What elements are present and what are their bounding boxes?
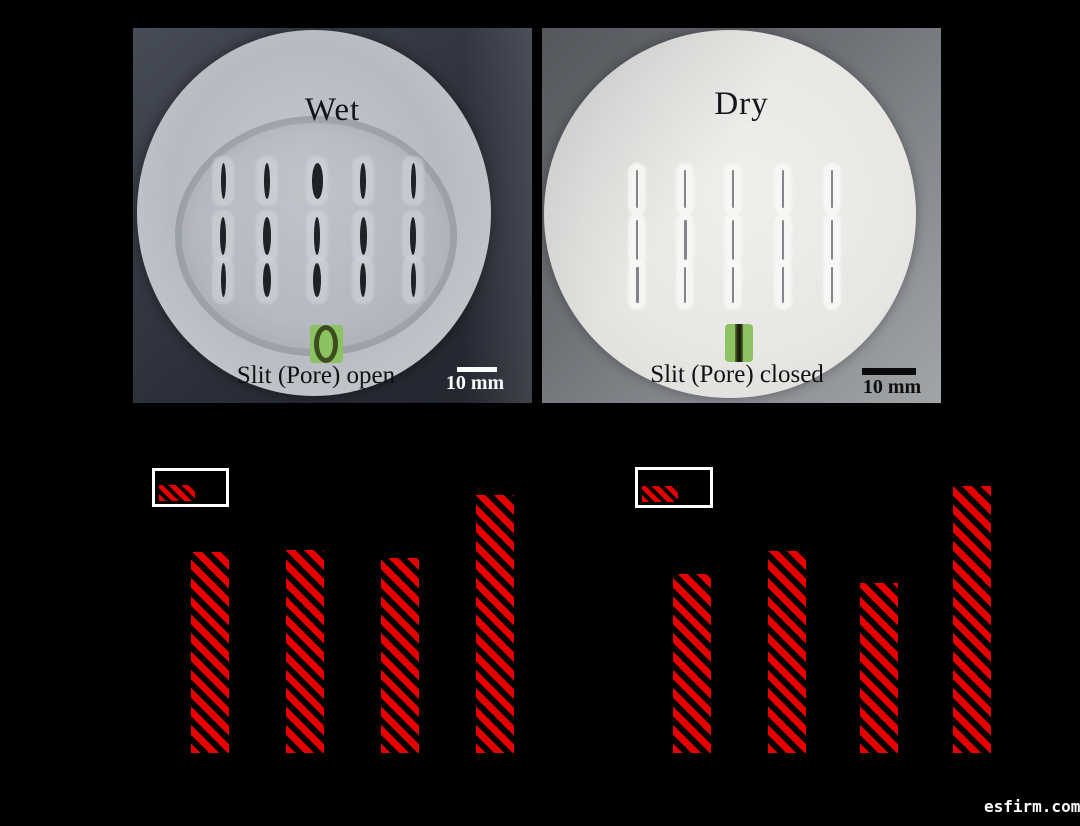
slit-open bbox=[360, 263, 366, 297]
watermark: esfirm.com bbox=[984, 797, 1080, 816]
dry-caption: Slit (Pore) closed bbox=[650, 361, 824, 388]
bar-dry-2 bbox=[768, 551, 806, 753]
photo-dry-sample: Dry Slit (Pore) closed 10 mm bbox=[542, 28, 941, 403]
slit-closed-icon bbox=[725, 324, 753, 362]
open-pore-glyph bbox=[314, 325, 338, 363]
slit-open bbox=[220, 263, 226, 297]
slit-open bbox=[410, 217, 416, 255]
slit-closed bbox=[684, 267, 686, 303]
closed-pore-glyph bbox=[735, 324, 743, 362]
slit-open bbox=[313, 263, 321, 297]
slit-closed bbox=[732, 220, 734, 260]
slit-closed bbox=[684, 170, 686, 208]
slit-open bbox=[311, 163, 323, 199]
slit-closed bbox=[831, 267, 833, 303]
slit-open bbox=[360, 163, 366, 199]
bar-wet-1 bbox=[191, 552, 229, 753]
legend-box-wet bbox=[152, 468, 229, 507]
slit-closed bbox=[782, 220, 784, 260]
slit-open bbox=[359, 217, 367, 255]
legend-swatch-hatched bbox=[642, 486, 678, 502]
slit-closed bbox=[635, 267, 639, 303]
slit-open bbox=[263, 263, 271, 297]
slit-closed bbox=[636, 170, 638, 208]
slit-open bbox=[220, 163, 226, 199]
slit-open bbox=[410, 163, 416, 199]
bar-wet-4 bbox=[476, 495, 514, 753]
slit-open bbox=[314, 217, 320, 255]
bar-dry-4 bbox=[953, 486, 991, 753]
dry-label: Dry bbox=[714, 86, 769, 122]
slit-closed bbox=[782, 170, 784, 208]
bar-dry-3 bbox=[860, 583, 898, 753]
scale-bar bbox=[862, 368, 916, 375]
slit-open-icon bbox=[310, 325, 343, 363]
slit-closed bbox=[831, 170, 833, 208]
bar-wet-2 bbox=[286, 550, 324, 753]
slit-closed bbox=[782, 267, 784, 303]
scale-bar-label: 10 mm bbox=[862, 376, 922, 398]
slit-closed bbox=[732, 267, 734, 303]
slit-closed bbox=[636, 220, 638, 260]
bar-wet-3 bbox=[381, 558, 419, 753]
photo-wet-sample: Wet Slit (Pore) open 10 mm bbox=[133, 28, 532, 403]
legend-box-dry bbox=[635, 467, 713, 508]
slit-closed bbox=[683, 220, 687, 260]
slit-open bbox=[263, 217, 271, 255]
wet-caption: Slit (Pore) open bbox=[236, 362, 396, 389]
slit-open bbox=[264, 163, 270, 199]
bar-dry-1 bbox=[673, 574, 711, 753]
slit-closed bbox=[732, 170, 734, 208]
legend-swatch-hatched bbox=[159, 485, 195, 501]
wet-label: Wet bbox=[304, 92, 361, 128]
slit-closed bbox=[831, 220, 833, 260]
wet-slit-grid bbox=[133, 28, 532, 403]
dry-slit-grid bbox=[542, 28, 941, 403]
slit-open bbox=[410, 263, 416, 297]
slit-open bbox=[220, 217, 226, 255]
